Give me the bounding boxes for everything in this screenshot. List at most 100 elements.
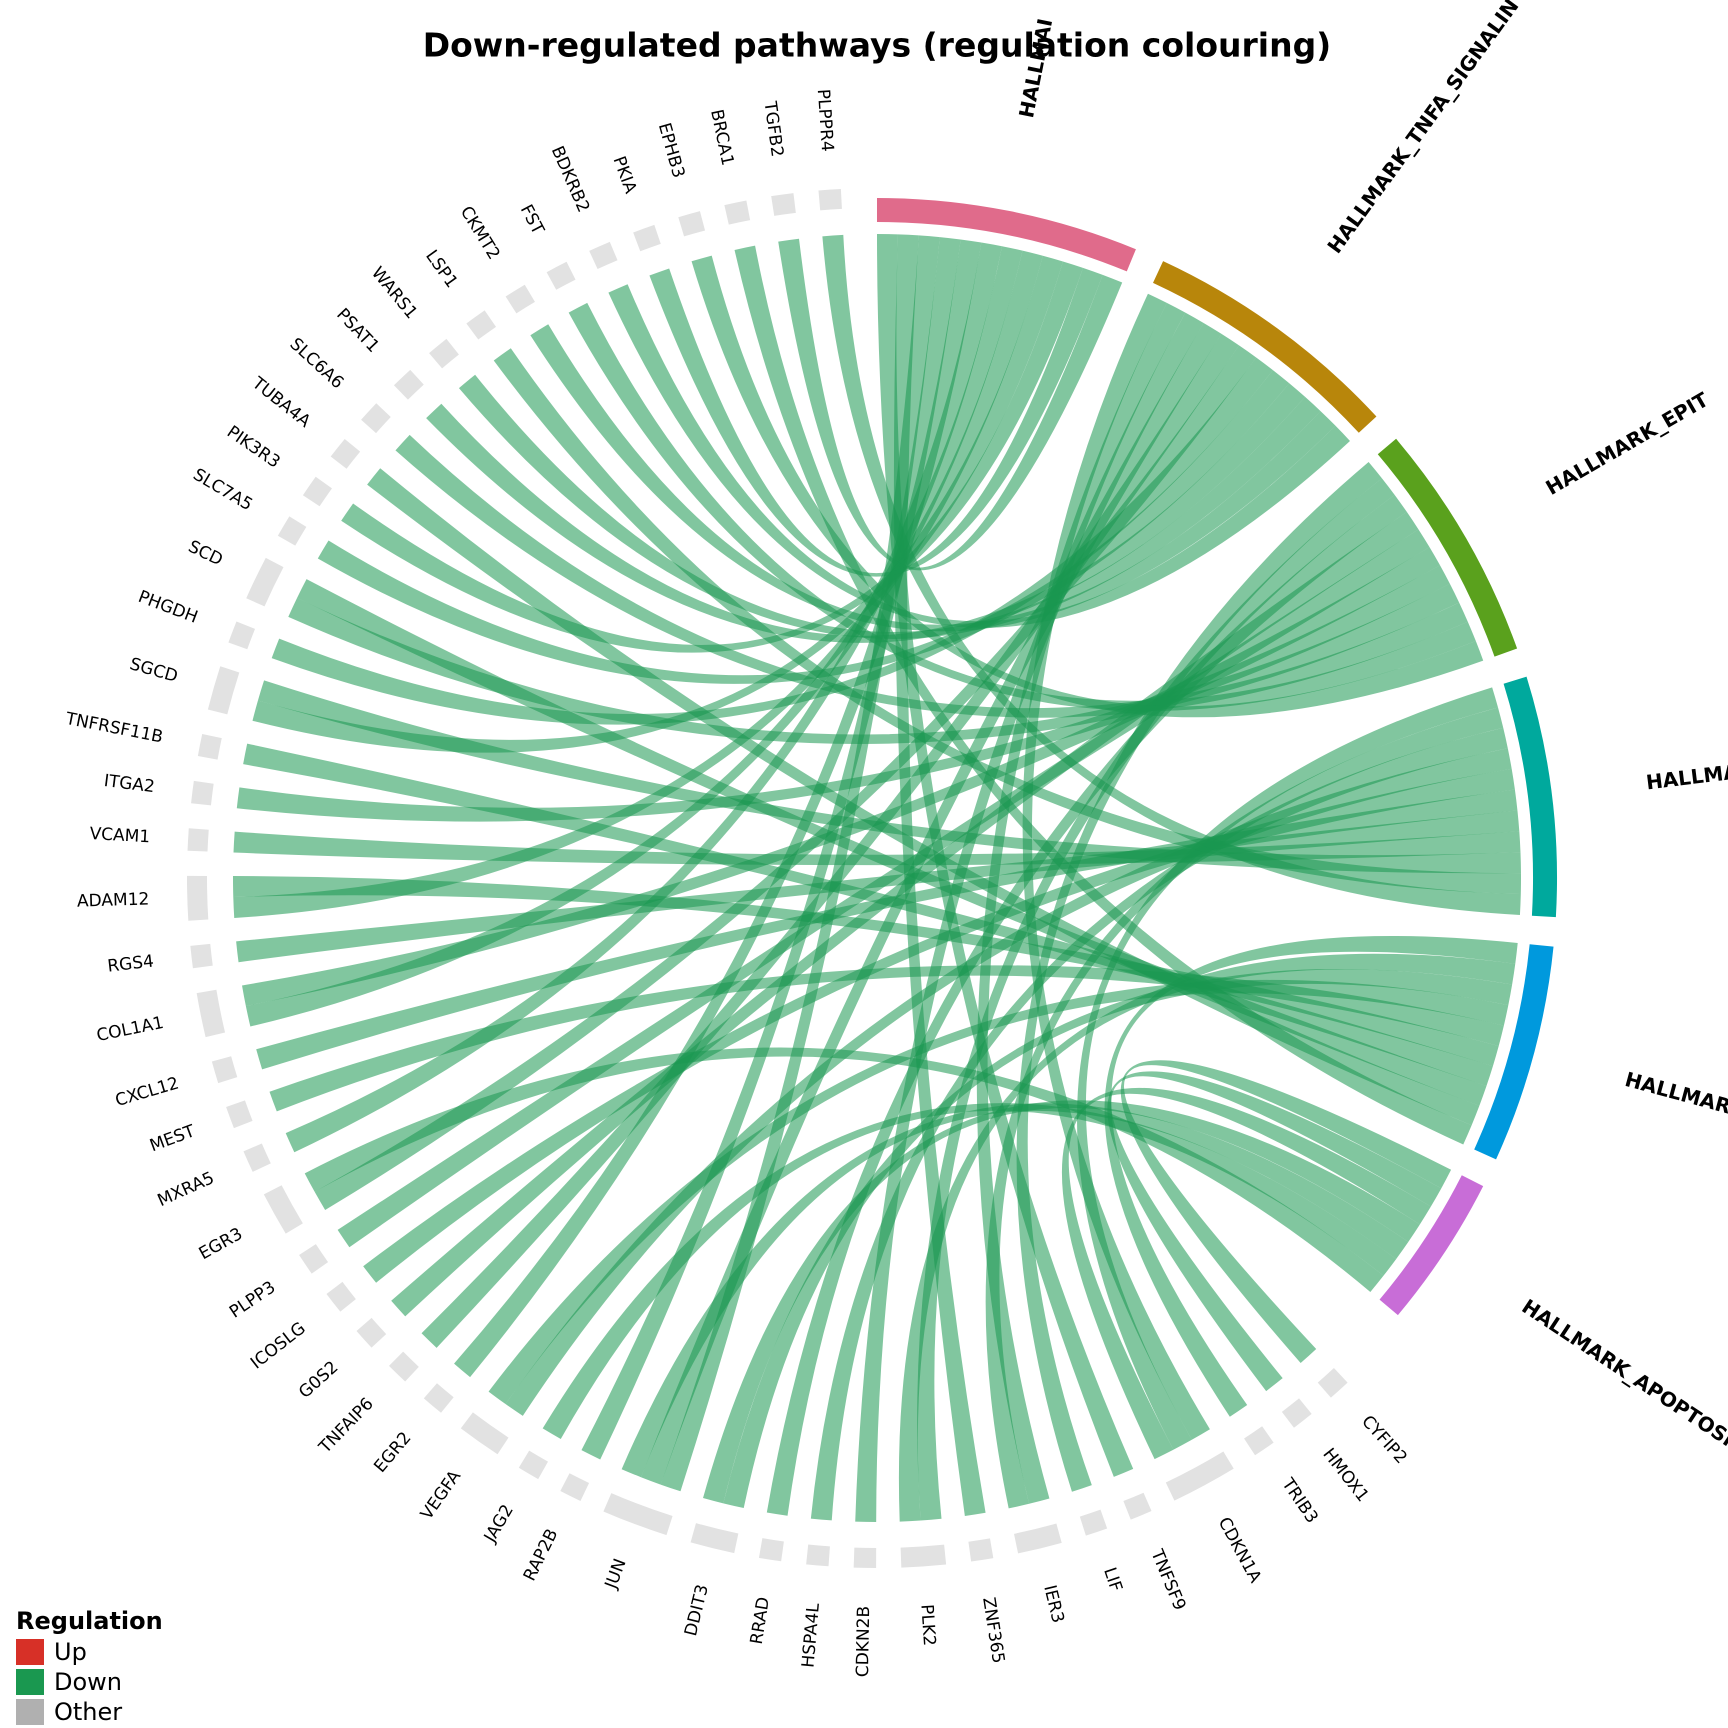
gene-arc: [277, 516, 307, 546]
gene-arc: [603, 1493, 673, 1536]
gene-arc: [1165, 1451, 1234, 1501]
gene-label: JUN: [601, 1556, 631, 1592]
gene-label: ADAM12: [77, 889, 150, 911]
gene-arc: [423, 1383, 454, 1413]
chart-title: Down-regulated pathways (regulation colo…: [423, 26, 1332, 65]
gene-arc: [197, 734, 222, 760]
legend-swatch: [16, 1639, 44, 1665]
gene-arc: [1079, 1509, 1108, 1536]
gene-label: VCAM1: [89, 824, 151, 847]
gene-label: JAG2: [480, 1501, 518, 1547]
chord: [691, 255, 1484, 718]
gene-label: DDIT3: [681, 1583, 713, 1639]
gene-arc: [771, 193, 796, 216]
chord: [1120, 1060, 1452, 1364]
gene-arc: [389, 1351, 419, 1382]
gene-arc: [678, 211, 706, 237]
gene-label: RGS4: [106, 951, 155, 976]
gene-arc: [968, 1538, 994, 1562]
legend-title: Regulation: [16, 1607, 163, 1635]
pathway-label: HALLMARK_: [1622, 1067, 1728, 1125]
gene-label: LIF: [1099, 1565, 1126, 1594]
gene-arc: [758, 1538, 784, 1562]
gene-arc: [228, 621, 256, 650]
gene-label: CYFIP2: [1357, 1412, 1411, 1468]
gene-label: IER3: [1039, 1583, 1068, 1625]
chord: [810, 727, 1508, 1521]
chord: [426, 383, 1306, 643]
gene-label: PLPP3: [226, 1277, 279, 1322]
gene-arc: [560, 1473, 590, 1502]
gene-arc: [207, 666, 240, 715]
gene-label: ZNF365: [978, 1596, 1008, 1665]
gene-label: TNFAIP6: [315, 1394, 378, 1458]
legend-label: Other: [54, 1698, 122, 1726]
gene-arc: [690, 1523, 739, 1554]
gene-arc: [190, 943, 213, 969]
gene-label: PKIA: [609, 154, 641, 197]
gene-label: TRIB3: [1277, 1474, 1322, 1527]
gene-label: CDKN2B: [853, 1606, 874, 1678]
gene-label: VEGFA: [417, 1467, 466, 1524]
gene-arc: [1123, 1492, 1152, 1520]
gene-arc: [226, 1100, 253, 1129]
gene-label: LSP1: [421, 247, 461, 292]
gene-label: MEST: [147, 1121, 198, 1156]
legend-label: Up: [54, 1638, 87, 1666]
chord: [660, 235, 940, 1492]
gene-arc: [724, 200, 751, 225]
gene-label: CXCL12: [113, 1073, 181, 1111]
chord: [297, 579, 1487, 1106]
gene-label: PLK2: [916, 1604, 939, 1647]
gene-arc: [196, 989, 226, 1038]
gene-label: BDKRB2: [547, 143, 594, 215]
gene-arc: [818, 188, 842, 211]
gene-label: PLPPR4: [813, 88, 837, 152]
pathway-label: HALLMAI: [1645, 758, 1728, 794]
legend-swatch: [16, 1699, 44, 1725]
chord: [391, 511, 1419, 1317]
gene-label: PSAT1: [332, 305, 383, 357]
gene-label: PHGDH: [135, 587, 200, 628]
chord: [542, 1103, 1397, 1440]
gene-arc: [191, 780, 214, 806]
gene-label: HSPA4L: [798, 1602, 824, 1669]
rings: [186, 188, 1558, 1568]
gene-label: BRCA1: [706, 108, 737, 168]
chord: [243, 743, 1493, 1087]
gene-arc: [900, 1544, 947, 1568]
gene-label: TGFB2: [759, 99, 787, 158]
chord: [488, 979, 1509, 1405]
pathway-arc: [1503, 676, 1558, 918]
gene-arc: [356, 1317, 387, 1348]
gene-label: WARS1: [367, 263, 421, 323]
chord: [1016, 462, 1382, 1492]
gene-label: RRAD: [747, 1596, 774, 1646]
gene-label: EGR3: [196, 1224, 246, 1264]
gene-arc: [393, 369, 424, 400]
gene-arc: [1317, 1367, 1348, 1398]
gene-label: TNFRSF11B: [63, 709, 165, 748]
gene-label: PIK3R3: [223, 422, 284, 472]
gene-arc: [302, 476, 332, 507]
chord: [458, 374, 1321, 639]
gene-arc: [1244, 1426, 1274, 1456]
gene-arc: [806, 1544, 830, 1567]
pathway-arc: [1152, 261, 1377, 433]
gene-arc: [460, 1412, 509, 1455]
pathway-arc: [876, 198, 1136, 272]
gene-label: TNFSF9: [1146, 1546, 1189, 1614]
chord: [271, 357, 1273, 725]
legend-swatch: [16, 1669, 44, 1695]
gene-arc: [518, 1450, 549, 1480]
gene-label: COL1A1: [95, 1013, 166, 1046]
gene-arc: [589, 241, 618, 270]
gene-arc: [633, 224, 661, 252]
pathway-arc: [1379, 1175, 1484, 1316]
gene-label: SLC7A5: [189, 465, 255, 516]
gene-arc: [263, 1185, 303, 1234]
gene-label: SCD: [185, 537, 226, 571]
gene-arc: [330, 438, 361, 469]
